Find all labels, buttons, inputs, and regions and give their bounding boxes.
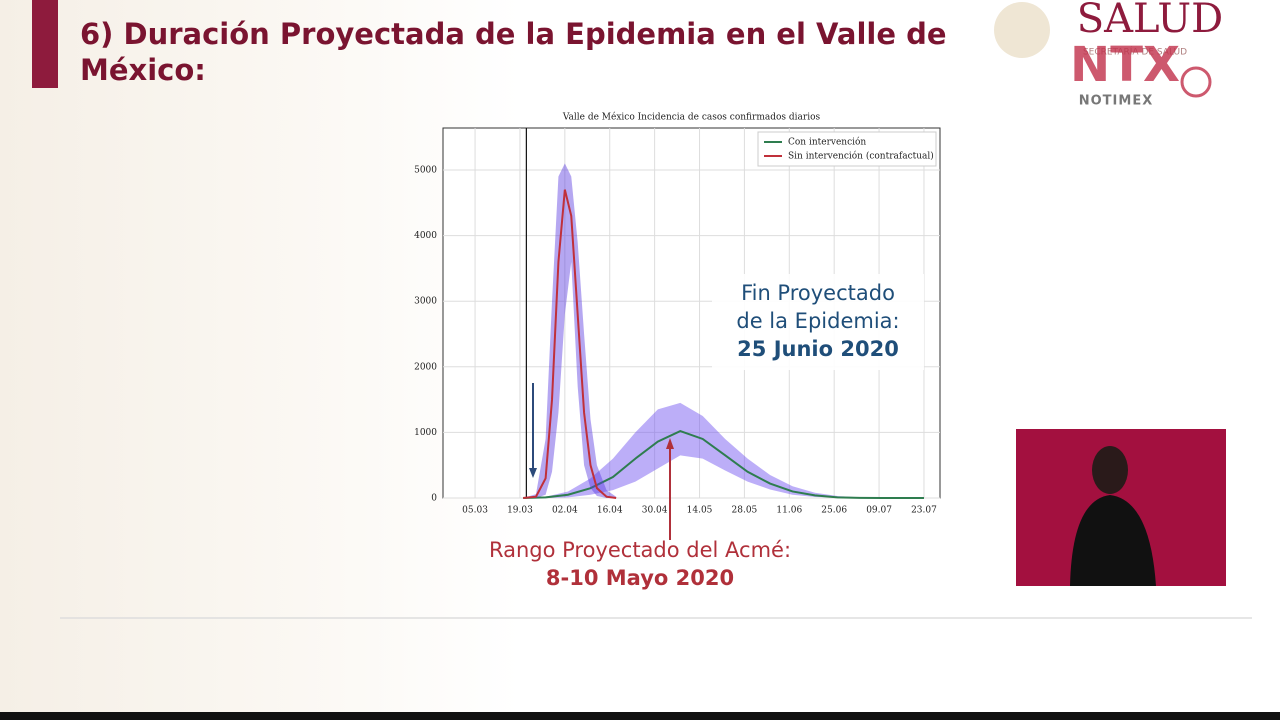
- confidence-band: [523, 402, 924, 498]
- interpreter-body: [1070, 495, 1156, 586]
- annotation-bg: [712, 274, 924, 370]
- ntx-logo: NTX: [1070, 37, 1180, 93]
- legend-box: [757, 131, 937, 167]
- y-tick-label: 5000: [414, 165, 437, 175]
- logo-seal: [994, 2, 1050, 58]
- y-tick-label: 2000: [414, 362, 437, 372]
- x-tick-label: 14.05: [687, 506, 713, 516]
- x-tick-label: 28.05: [732, 506, 758, 516]
- annotation-line: Rango Proyectado del Acmé:: [489, 538, 791, 562]
- y-tick-label: 4000: [414, 231, 437, 241]
- annotation-line: Fin Proyectado: [741, 281, 895, 305]
- x-tick-label: 05.03: [462, 506, 488, 516]
- annotation-emphasis: 25 Junio 2020: [737, 337, 899, 361]
- bottom-edge: [0, 712, 1280, 720]
- x-tick-label: 09.07: [866, 506, 892, 516]
- y-tick-label: 3000: [414, 297, 437, 307]
- interpreter-head: [1092, 446, 1128, 494]
- ntx-ring: [1180, 66, 1212, 98]
- x-tick-label: 16.04: [597, 506, 623, 516]
- ntx-name: NOTIMEX: [1079, 94, 1153, 109]
- accent-bar: [32, 0, 58, 88]
- x-tick-label: 25.06: [821, 506, 847, 516]
- chart-title: Valle de México Incidencia de casos conf…: [562, 112, 821, 123]
- x-tick-label: 23.07: [911, 506, 937, 516]
- arrow-head: [666, 438, 674, 449]
- x-tick-label: 30.04: [642, 506, 668, 516]
- logo-brand: SALUD: [1077, 0, 1223, 42]
- series-line: [523, 430, 924, 499]
- annotation-line: de la Epidemia:: [736, 309, 899, 333]
- y-tick-label: 0: [431, 494, 437, 504]
- confidence-band: [523, 163, 617, 498]
- legend-label: Sin intervención (contrafactual): [788, 151, 934, 162]
- x-tick-label: 19.03: [507, 506, 533, 516]
- logo-agency: SECRETARÍA DE SALUD: [1083, 46, 1187, 58]
- x-tick-label: 11.06: [776, 506, 802, 516]
- slide-title: 6) Duración Proyectada de la Epidemia en…: [80, 17, 947, 87]
- legend-label: Con intervención: [788, 137, 866, 148]
- series-line: [523, 189, 617, 499]
- annotation-emphasis: 8-10 Mayo 2020: [546, 566, 734, 590]
- x-tick-label: 02.04: [552, 506, 578, 516]
- arrow-head: [529, 468, 537, 478]
- y-tick-label: 1000: [414, 428, 437, 438]
